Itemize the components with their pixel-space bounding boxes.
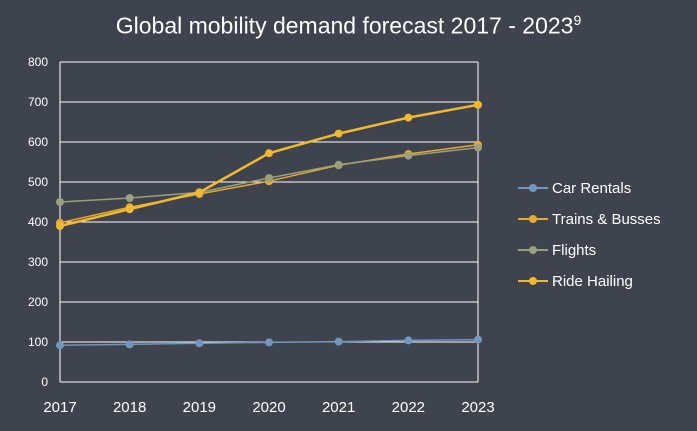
data-point	[265, 338, 273, 347]
data-point	[125, 340, 134, 349]
series-line	[59, 103, 479, 228]
data-point	[125, 205, 134, 214]
legend-swatch-marker	[529, 277, 537, 285]
data-point	[474, 100, 482, 109]
data-point	[334, 337, 343, 346]
legend-item: Car Rentals	[518, 180, 631, 197]
data-point	[56, 222, 64, 230]
series-car-rentals	[56, 335, 482, 350]
legend-label: Ride Hailing	[552, 273, 633, 290]
y-tick-label: 0	[41, 375, 48, 389]
series-layer	[56, 100, 482, 350]
y-tick-label: 700	[28, 95, 48, 109]
data-point	[404, 151, 413, 160]
data-point	[195, 188, 204, 197]
x-tick-label: 2018	[113, 399, 146, 416]
x-tick-label: 2022	[392, 399, 425, 416]
y-tick-label: 300	[28, 255, 48, 269]
data-point	[195, 339, 204, 348]
x-tick-label: 2019	[183, 399, 216, 416]
x-tick-label: 2020	[252, 399, 285, 416]
legend-label: Trains & Busses	[552, 211, 661, 228]
chart-title-footnote: 9	[573, 12, 582, 28]
axes: 0 100 200 300 400 500 600 700 800 2017 2018 2019 202…	[28, 55, 495, 416]
legend-swatch-marker	[529, 246, 537, 254]
data-point	[265, 149, 273, 158]
data-point	[265, 174, 273, 182]
y-tick-label: 100	[28, 335, 48, 349]
legend-swatch-marker	[529, 184, 537, 192]
x-tick-label: 2023	[461, 399, 494, 416]
legend-item: Trains & Busses	[518, 211, 661, 228]
data-point	[56, 198, 64, 206]
data-point	[404, 113, 413, 122]
legend-label: Flights	[552, 242, 596, 259]
y-tick-label: 200	[28, 295, 48, 309]
y-tick-label: 600	[28, 135, 48, 149]
data-point	[404, 336, 413, 345]
data-point	[125, 194, 134, 202]
y-tick-label: 400	[28, 215, 48, 229]
legend-label: Car Rentals	[552, 180, 631, 197]
legend-swatch-marker	[529, 215, 537, 223]
data-point	[56, 341, 64, 350]
data-point	[334, 129, 343, 138]
chart-title-text: Global mobility demand forecast 2017 - 2…	[115, 12, 574, 39]
legend: Car Rentals Trains & Busses Flights Ride Ha…	[518, 180, 661, 290]
y-tick-label: 800	[28, 55, 48, 69]
legend-item: Flights	[518, 242, 596, 259]
data-point	[474, 143, 482, 152]
y-tick-label: 500	[28, 175, 48, 189]
x-tick-label: 2021	[322, 399, 355, 416]
grid	[60, 61, 478, 383]
x-tick-label: 2017	[43, 399, 76, 416]
chart-title: Global mobility demand forecast 2017 - 2…	[0, 12, 697, 40]
legend-item: Ride Hailing	[518, 273, 633, 290]
data-point	[334, 160, 343, 169]
series-ride-hailing	[56, 100, 482, 230]
data-point	[474, 335, 482, 344]
